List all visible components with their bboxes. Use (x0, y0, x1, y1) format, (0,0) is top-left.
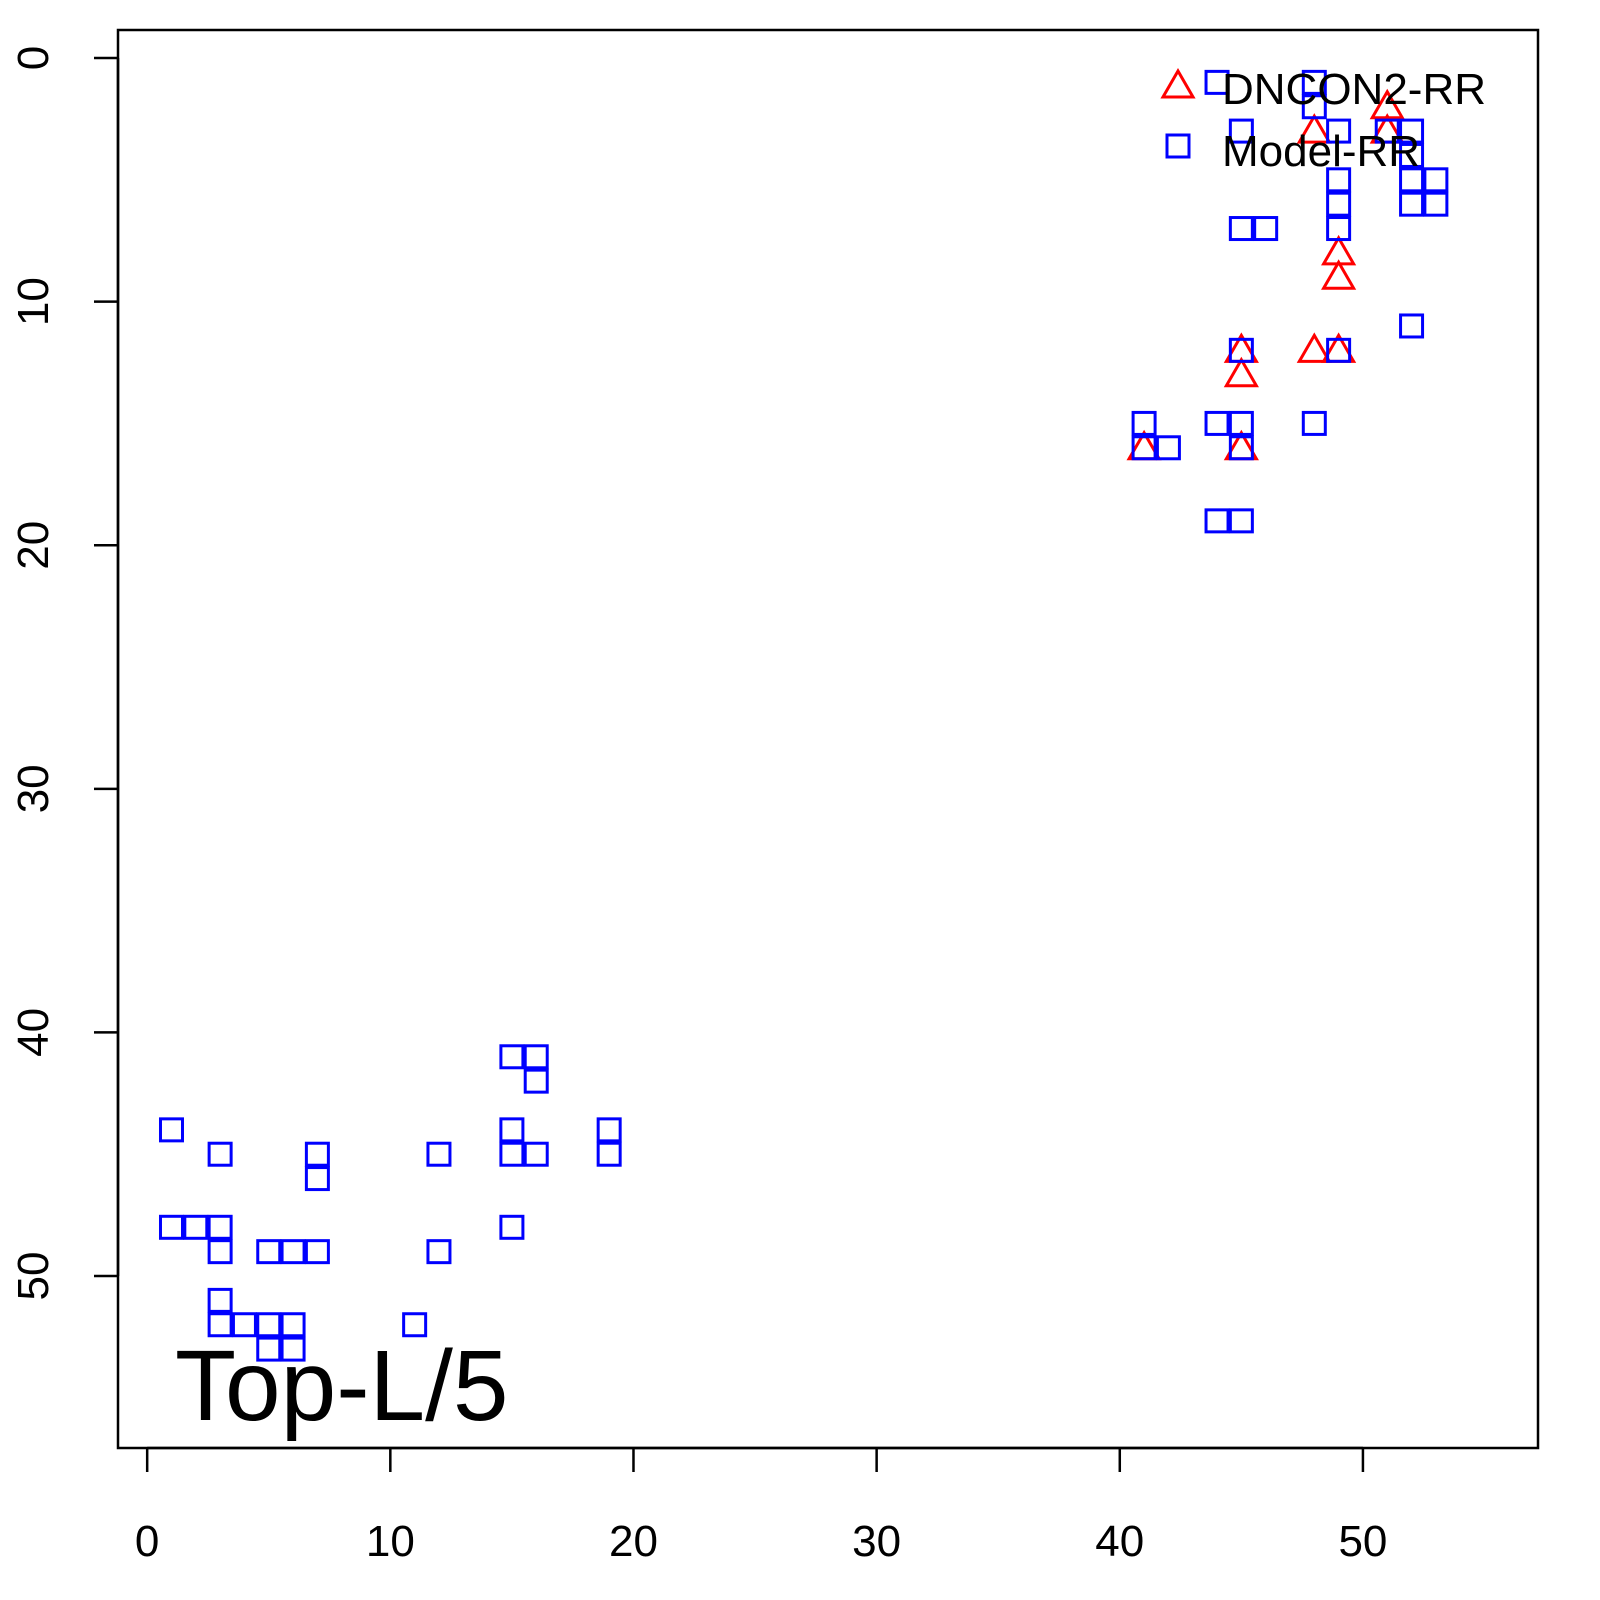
y-tick-label: 10 (9, 277, 58, 326)
point (1326, 167, 1352, 193)
point (1228, 216, 1254, 242)
point (1228, 508, 1254, 534)
point (1228, 435, 1254, 461)
point (207, 1239, 233, 1265)
legend-label: DNCON2-RR (1222, 65, 1486, 114)
point (1228, 118, 1254, 144)
legend-marker (1165, 133, 1191, 159)
point (304, 1239, 330, 1265)
point (1399, 118, 1425, 144)
point (523, 1141, 549, 1167)
point (1374, 118, 1400, 144)
point (304, 1141, 330, 1167)
point (1326, 118, 1352, 144)
x-tick-label: 20 (609, 1517, 658, 1566)
y-tick-label: 0 (9, 46, 58, 70)
point (158, 1214, 184, 1240)
annotation: Top-L/5 (175, 1330, 509, 1442)
point (207, 1214, 233, 1240)
point (1326, 337, 1352, 363)
point (1326, 216, 1352, 242)
point (158, 1117, 184, 1143)
point (280, 1336, 306, 1362)
point (1301, 410, 1327, 436)
point (1423, 191, 1449, 217)
point (304, 1166, 330, 1192)
point (402, 1312, 428, 1338)
point (207, 1287, 233, 1313)
point (1296, 332, 1332, 363)
point (280, 1239, 306, 1265)
point (1423, 167, 1449, 193)
y-tick-label: 40 (9, 1008, 58, 1057)
point (280, 1312, 306, 1338)
point (596, 1141, 622, 1167)
point (1204, 508, 1230, 534)
point (207, 1312, 233, 1338)
point (596, 1117, 622, 1143)
point (1228, 337, 1254, 363)
point (1399, 142, 1425, 168)
y-tick-label: 50 (9, 1252, 58, 1301)
point (426, 1239, 452, 1265)
point (1399, 191, 1425, 217)
point (499, 1044, 525, 1070)
point (1399, 167, 1425, 193)
point (499, 1141, 525, 1167)
point (1131, 435, 1157, 461)
point (499, 1117, 525, 1143)
point (1223, 356, 1259, 388)
point (1204, 410, 1230, 436)
point (1326, 191, 1352, 217)
point (231, 1312, 257, 1338)
point (1155, 435, 1181, 461)
point (1301, 69, 1327, 95)
point (183, 1214, 209, 1240)
point (256, 1239, 282, 1265)
point (426, 1141, 452, 1167)
point (1204, 69, 1230, 95)
x-tick-label: 0 (135, 1517, 159, 1566)
point (207, 1141, 233, 1167)
legend-label: Model-RR (1222, 127, 1420, 176)
y-tick-label: 30 (9, 764, 58, 813)
point (1253, 216, 1279, 242)
point (523, 1068, 549, 1094)
point (1399, 313, 1425, 339)
point (523, 1044, 549, 1070)
plot-frame (116, 28, 1540, 1450)
x-tick-label: 10 (366, 1517, 415, 1566)
x-tick-label: 50 (1338, 1517, 1387, 1566)
point (256, 1312, 282, 1338)
point (1296, 113, 1332, 144)
point (1321, 259, 1357, 290)
legend-marker (1160, 67, 1196, 99)
point (1228, 410, 1254, 436)
x-tick-label: 40 (1095, 1517, 1144, 1566)
point (1131, 410, 1157, 436)
y-tick-label: 20 (9, 521, 58, 570)
point (499, 1214, 525, 1240)
x-tick-label: 30 (852, 1517, 901, 1566)
point (256, 1336, 282, 1362)
point (1301, 94, 1327, 120)
